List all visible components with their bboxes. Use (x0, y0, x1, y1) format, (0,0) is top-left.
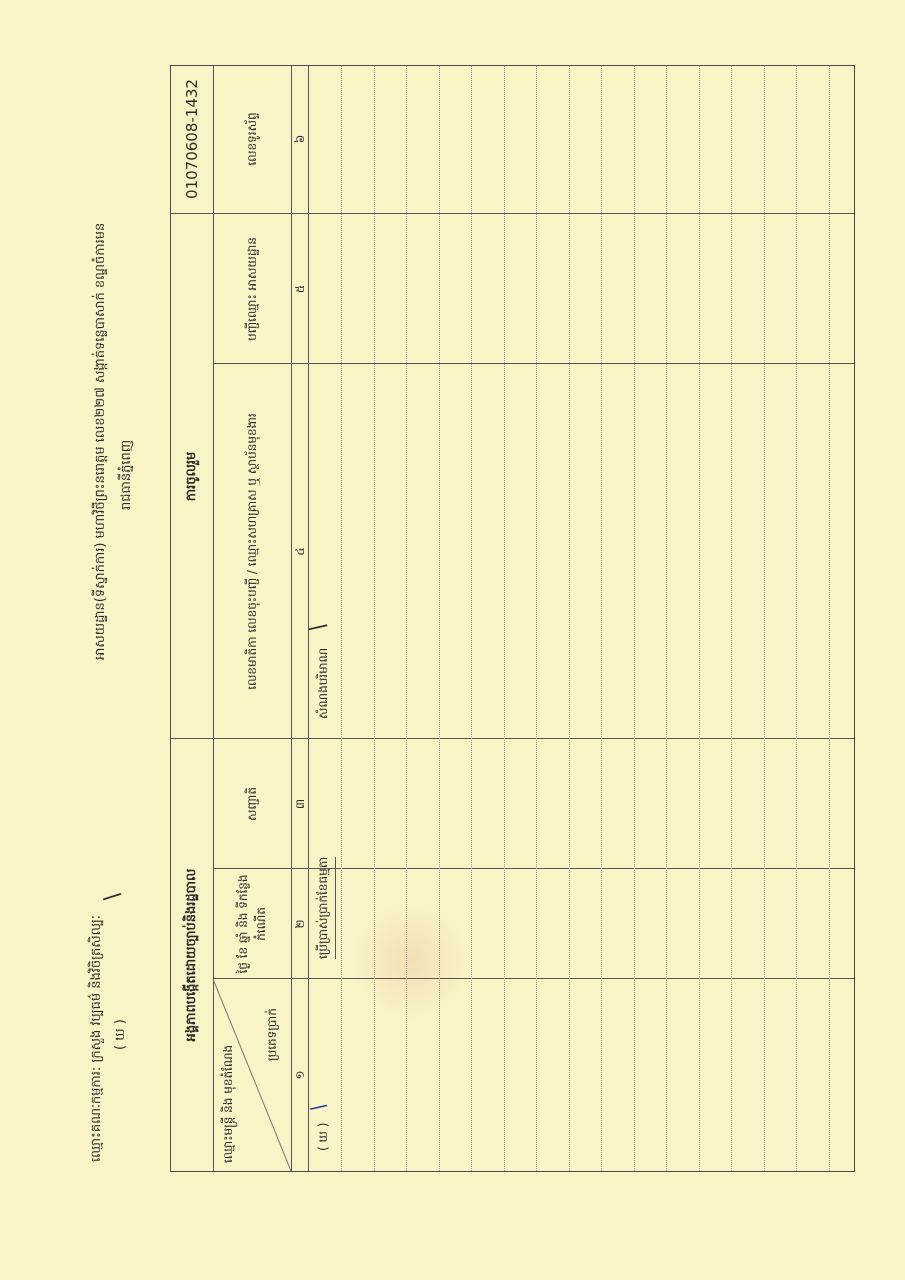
register-table: អង្គភាពបង្កើតដោយច្បាប់និងរដ្ឋបាល ការចូលរ… (170, 65, 855, 1172)
col-number: ១ (292, 1070, 307, 1080)
group-header-left: អង្គភាពបង្កើតដោយច្បាប់និងរដ្ឋបាល (184, 868, 200, 1042)
col-number: ៤ (292, 547, 307, 556)
divider (213, 978, 854, 979)
check-mark-icon: / (100, 886, 125, 907)
row-divider (633, 66, 635, 1171)
col4-header: លេខមាតិកា លេខចុះបញ្ជី / ឈ្មោះសហគ្រាស ឬ ស… (245, 413, 259, 690)
committee-sub: ( ឃ ) (113, 1019, 128, 1050)
row-divider (471, 66, 472, 1171)
row-1-col23: ប្រើប្រាស់ប្រាក់ខែធម្មតា (311, 856, 336, 959)
col2-header: ថ្ងៃ ខែ ឆ្នាំ និង ទីកន្លែងកំណើត (236, 874, 268, 974)
col5-header: បញ្ជីឈ្មោះ អាសយដ្ឋាន (245, 237, 259, 341)
address: អាសយដ្ឋាន(ទីស្នាក់ការ) មហាវិថីព្រះនរោត្ត… (93, 222, 108, 660)
row-divider (763, 66, 765, 1171)
divider (213, 868, 854, 869)
row-divider (568, 66, 570, 1171)
col3-header: សញ្ជាតិ (245, 786, 259, 822)
row-divider (828, 66, 830, 1171)
col1-header-top: ឈ្មោះមន្ត្រី និង មុខតំណែង (221, 1044, 235, 1163)
row-divider (341, 66, 342, 1171)
city: រាជធានីភ្នំពេញ (119, 439, 134, 510)
row-divider (601, 66, 602, 1171)
group-header-middle: ការចូលរួម (184, 451, 200, 502)
row-1-col1: ( ឃ ) (316, 1122, 330, 1151)
row-divider (503, 66, 505, 1171)
row-divider (536, 66, 537, 1171)
row-1-col4: សំណងបរិមាណ (316, 647, 330, 719)
divider (308, 66, 309, 1171)
document-number: 01070608-1432 (182, 79, 201, 199)
divider (213, 363, 854, 364)
col-number: ៣ (292, 798, 307, 810)
row-divider (698, 66, 700, 1171)
diagonal-line (213, 979, 291, 1171)
col6-header: លេខទូរស័ព្ទ (245, 112, 259, 166)
col-number: ៥ (292, 284, 307, 294)
row-divider (731, 66, 732, 1171)
row-divider (666, 66, 667, 1171)
row-divider (796, 66, 797, 1171)
col-number: ៦ (292, 134, 307, 144)
col1-header-bottom: ប្រភេទប្រាក់ (265, 1008, 279, 1061)
col-number: ២ (292, 919, 307, 929)
committee-name: ឈ្មោះគណៈកម្មការ: ក្រសួង វប្បធម៌ និងវិចិត… (89, 915, 104, 1162)
stamp-mark (351, 901, 471, 1021)
